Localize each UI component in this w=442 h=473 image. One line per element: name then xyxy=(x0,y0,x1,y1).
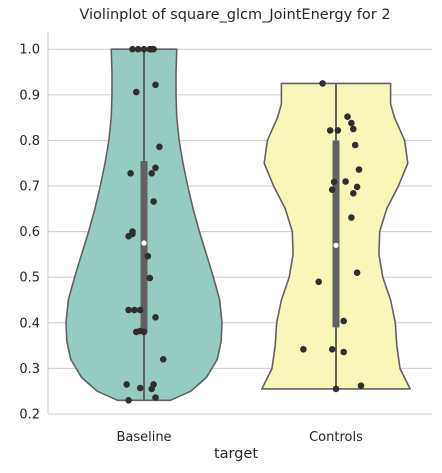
data-point xyxy=(133,89,140,96)
data-point xyxy=(329,186,336,193)
data-point xyxy=(160,356,167,363)
data-point xyxy=(152,394,159,401)
data-point xyxy=(340,349,347,356)
y-tick-label: 0.9 xyxy=(19,88,40,103)
data-point xyxy=(315,279,322,286)
data-point xyxy=(333,386,340,393)
data-point xyxy=(123,381,130,388)
data-point xyxy=(141,329,148,336)
data-point xyxy=(148,170,155,177)
data-point xyxy=(329,346,336,353)
data-point xyxy=(150,198,157,205)
median-marker xyxy=(333,243,338,248)
y-tick-label: 0.4 xyxy=(19,316,40,331)
data-point xyxy=(319,80,326,87)
data-point xyxy=(358,382,365,389)
data-point xyxy=(348,120,355,127)
data-point xyxy=(331,179,338,186)
median-marker xyxy=(141,240,146,245)
data-point xyxy=(335,127,342,134)
data-point xyxy=(145,253,152,260)
x-tick-label: Controls xyxy=(309,430,363,445)
data-point xyxy=(125,307,132,314)
data-point xyxy=(129,231,136,238)
data-point xyxy=(152,314,159,321)
data-point xyxy=(340,318,347,325)
data-point xyxy=(135,46,142,53)
data-point xyxy=(354,269,361,276)
y-tick-label: 0.2 xyxy=(19,408,40,423)
data-point xyxy=(127,170,134,177)
y-tick-label: 1.0 xyxy=(19,43,40,58)
data-point xyxy=(150,46,157,53)
data-point xyxy=(350,190,357,197)
data-point xyxy=(156,144,163,151)
x-tick-label: Baseline xyxy=(116,430,171,445)
data-point xyxy=(148,386,155,393)
violins xyxy=(66,49,410,400)
data-point xyxy=(342,178,349,185)
data-point xyxy=(141,46,148,53)
iqr-box xyxy=(141,161,148,332)
chart-title: Violinplot of square_glcm_JointEnergy fo… xyxy=(79,7,390,23)
data-point xyxy=(356,166,363,173)
x-axis-label: target xyxy=(214,446,258,462)
data-point xyxy=(152,82,159,89)
data-point xyxy=(344,113,351,120)
data-point xyxy=(327,127,334,134)
y-tick-label: 0.7 xyxy=(19,180,40,195)
data-point xyxy=(352,142,359,149)
y-tick-label: 0.3 xyxy=(19,362,40,377)
y-tick-label: 0.8 xyxy=(19,134,40,149)
y-tick-label: 0.5 xyxy=(19,271,40,286)
data-point xyxy=(131,307,138,314)
data-point xyxy=(125,397,132,404)
data-point xyxy=(147,275,154,282)
data-point xyxy=(137,385,144,392)
data-point xyxy=(350,126,357,133)
y-tick-label: 0.6 xyxy=(19,225,40,240)
data-point xyxy=(137,307,144,314)
data-point xyxy=(129,46,136,53)
data-point xyxy=(354,184,361,191)
data-point xyxy=(348,214,355,221)
iqr-box xyxy=(333,140,340,327)
data-point xyxy=(152,165,159,172)
data-point xyxy=(300,346,307,353)
